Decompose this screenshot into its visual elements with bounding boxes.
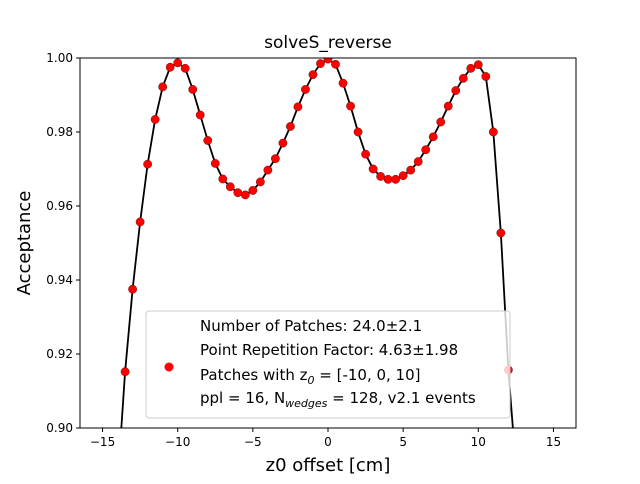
data-point: [466, 64, 476, 73]
legend-line: Point Repetition Factor: 4.63±1.98: [200, 341, 458, 359]
data-point: [481, 72, 491, 81]
data-point: [391, 175, 400, 184]
x-tick-label: −5: [244, 435, 262, 449]
x-tick-label: 5: [399, 435, 407, 449]
data-point: [398, 171, 408, 181]
data-point: [210, 159, 220, 168]
data-point: [308, 70, 318, 80]
y-tick-label: 0.92: [46, 347, 73, 361]
legend: Number of Patches: 24.0±2.1 Point Repetit…: [145, 310, 511, 419]
x-axis-ticks: −15 −10 −5 0 5 10 15: [90, 428, 561, 449]
data-point: [368, 164, 378, 174]
data-point: [361, 149, 370, 159]
data-point: [150, 115, 160, 124]
data-point: [451, 86, 461, 95]
data-point: [278, 138, 288, 148]
data-point: [496, 228, 506, 238]
data-point: [143, 159, 152, 169]
data-point: [458, 74, 468, 83]
legend-line: Patches with z0 = [-10, 0, 10]: [200, 366, 421, 387]
data-point: [173, 58, 183, 68]
legend-box: [145, 310, 511, 419]
data-point: [256, 177, 265, 187]
legend-marker: [164, 362, 174, 372]
data-point: [323, 58, 333, 64]
data-point: [120, 367, 130, 377]
data-point: [135, 217, 145, 227]
data-point: [286, 122, 295, 131]
data-point: [428, 132, 438, 142]
data-point: [271, 154, 280, 163]
data-point: [158, 82, 168, 92]
data-point: [421, 145, 431, 155]
x-tick-label: 10: [471, 435, 486, 449]
data-point: [203, 136, 213, 145]
y-tick-label: 0.98: [46, 125, 73, 139]
data-point: [331, 59, 340, 69]
data-point: [488, 127, 498, 137]
data-point: [233, 188, 243, 198]
x-axis-label: z0 offset [cm]: [266, 455, 391, 476]
x-tick-label: 15: [546, 435, 561, 449]
legend-lines: Number of Patches: 24.0±2.1 Point Repetit…: [200, 317, 476, 410]
data-point: [218, 174, 228, 184]
y-tick-label: 0.90: [46, 421, 73, 435]
data-point: [383, 175, 393, 184]
x-tick-label: −15: [90, 435, 115, 449]
legend-line: ppl = 16, Nwedges = 128, v2.1 events: [200, 389, 476, 410]
data-point: [376, 172, 385, 181]
data-point: [443, 101, 453, 111]
legend-line: Number of Patches: 24.0±2.1: [200, 317, 422, 335]
data-points: [120, 58, 513, 377]
data-point: [293, 102, 303, 112]
data-point: [406, 165, 416, 175]
y-tick-label: 0.96: [46, 199, 73, 213]
data-point: [240, 190, 250, 200]
y-tick-label: 0.94: [46, 273, 73, 287]
y-tick-label: 1.00: [46, 51, 73, 65]
data-point: [225, 182, 235, 192]
data-point: [473, 60, 483, 70]
data-point: [180, 64, 190, 73]
y-axis-ticks: 0.90 0.92 0.94 0.96 0.98 1.00: [46, 51, 80, 435]
data-point: [195, 110, 205, 120]
x-tick-label: −10: [165, 435, 190, 449]
data-point: [436, 117, 446, 127]
data-point: [338, 78, 348, 88]
data-point: [263, 165, 273, 175]
data-point: [128, 284, 137, 294]
data-point: [248, 186, 258, 195]
plot-area: [120, 58, 514, 428]
data-point: [353, 127, 363, 137]
y-axis-label: Acceptance: [14, 191, 35, 296]
data-point: [301, 85, 310, 94]
chart-title: solveS_reverse: [264, 33, 392, 53]
data-point: [316, 59, 325, 68]
x-tick-label: 0: [324, 435, 332, 449]
data-point: [165, 62, 175, 72]
data-point: [413, 157, 423, 166]
data-point: [346, 101, 355, 111]
data-point: [188, 85, 198, 94]
